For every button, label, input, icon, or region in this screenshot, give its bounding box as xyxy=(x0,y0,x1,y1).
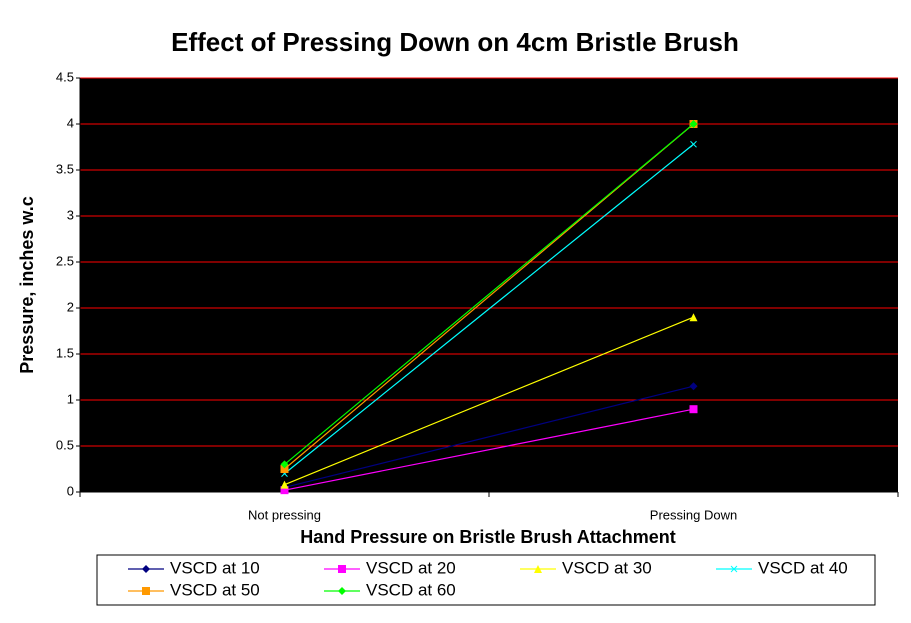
series-line xyxy=(284,385,694,488)
series-line xyxy=(284,408,694,491)
marker xyxy=(690,140,697,148)
x-axis-title: Hand Pressure on Bristle Brush Attachmen… xyxy=(300,527,675,547)
y-tick-label: 3 xyxy=(67,207,74,222)
marker xyxy=(280,480,289,489)
legend-box xyxy=(96,554,876,606)
marker xyxy=(280,460,289,469)
y-axis-title: Pressure, inches w.c xyxy=(17,196,37,373)
plot-area xyxy=(80,78,898,492)
y-tick-label: 3.5 xyxy=(56,161,74,176)
legend-label: VSCD at 30 xyxy=(562,558,652,577)
marker xyxy=(280,465,289,473)
legend-label: VSCD at 40 xyxy=(758,558,848,577)
legend-label: VSCD at 60 xyxy=(366,580,456,599)
marker xyxy=(689,313,698,322)
x-tick-label: Not pressing xyxy=(248,507,321,522)
marker xyxy=(689,405,698,414)
marker xyxy=(338,587,346,595)
y-tick-label: 0.5 xyxy=(56,437,74,452)
marker xyxy=(534,565,542,573)
series-line xyxy=(284,143,694,475)
marker xyxy=(142,565,150,573)
series-line xyxy=(284,123,694,465)
y-tick-label: 4 xyxy=(67,115,74,130)
y-tick-label: 4.5 xyxy=(56,69,74,84)
legend-label: VSCD at 20 xyxy=(366,558,456,577)
chart-title: Effect of Pressing Down on 4cm Bristle B… xyxy=(171,27,739,57)
y-tick-label: 0 xyxy=(67,483,74,498)
marker xyxy=(689,382,698,391)
legend-label: VSCD at 10 xyxy=(170,558,260,577)
marker xyxy=(280,486,289,495)
x-tick-label: Pressing Down xyxy=(650,507,737,522)
y-tick-label: 1.5 xyxy=(56,345,74,360)
marker xyxy=(142,587,150,595)
marker xyxy=(730,565,738,573)
y-tick-label: 2 xyxy=(67,299,74,314)
y-tick-label: 2.5 xyxy=(56,253,74,268)
marker xyxy=(689,120,698,128)
series-line xyxy=(284,316,694,486)
marker xyxy=(338,565,346,573)
y-tick-label: 1 xyxy=(67,391,74,406)
legend-label: VSCD at 50 xyxy=(170,580,260,599)
